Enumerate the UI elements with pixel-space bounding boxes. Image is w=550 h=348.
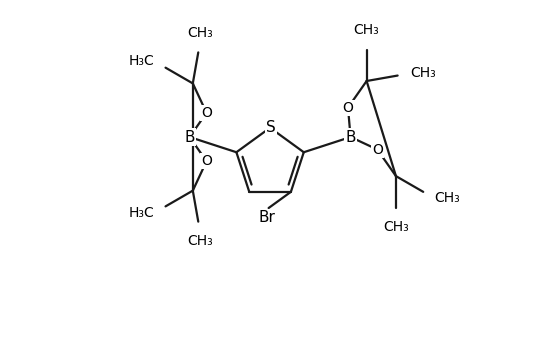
Text: Br: Br bbox=[258, 211, 275, 226]
Text: O: O bbox=[201, 154, 212, 168]
Text: CH₃: CH₃ bbox=[383, 220, 409, 235]
Text: H₃C: H₃C bbox=[129, 54, 155, 68]
Text: S: S bbox=[266, 120, 276, 135]
Text: CH₃: CH₃ bbox=[188, 234, 213, 248]
Text: B: B bbox=[345, 129, 356, 144]
Text: B: B bbox=[184, 129, 195, 144]
Text: O: O bbox=[343, 101, 354, 114]
Text: CH₃: CH₃ bbox=[354, 23, 380, 37]
Text: O: O bbox=[201, 106, 212, 120]
Text: CH₃: CH₃ bbox=[410, 66, 436, 80]
Text: O: O bbox=[372, 142, 383, 157]
Text: H₃C: H₃C bbox=[129, 206, 155, 220]
Text: CH₃: CH₃ bbox=[188, 26, 213, 40]
Text: CH₃: CH₃ bbox=[434, 191, 460, 205]
